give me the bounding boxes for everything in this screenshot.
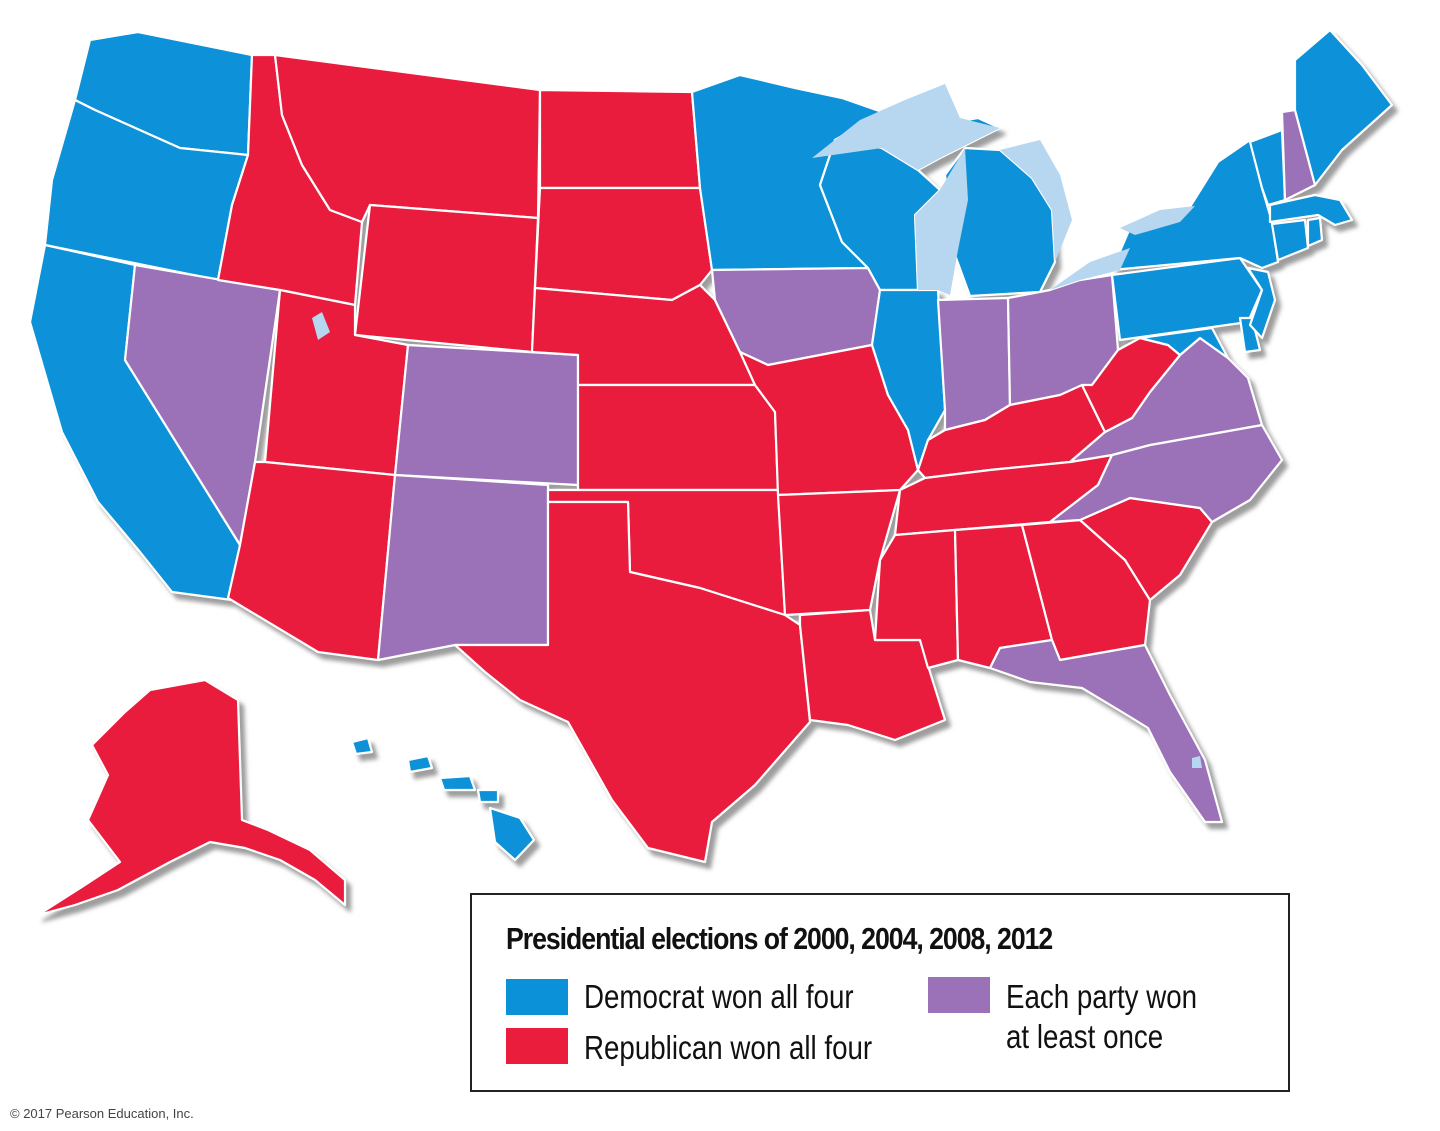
legend-label-swing-line1: Each party won [1006,978,1198,1015]
state-connecticut [1270,218,1310,262]
state-texas [453,500,812,864]
legend-swatch-swing [928,977,990,1013]
state-alaska [36,678,347,917]
lake-okeechobee [1192,756,1202,768]
lake-superior [812,84,1000,170]
state-louisiana [798,608,947,742]
state-new-jersey [1246,266,1277,340]
great-salt-lake [312,312,330,340]
state-maine [1293,28,1394,187]
legend-label-republican: Republican won all four [584,1029,873,1066]
legend-swatch-democrat [506,979,568,1015]
legend-label-democrat: Democrat won all four [584,978,854,1015]
legend-title: Presidential elections of 2000, 2004, 20… [506,921,1053,956]
lake-huron [1000,140,1072,262]
legend-label-swing-line2: at least once [1006,1018,1164,1055]
map-legend: Presidential elections of 2000, 2004, 20… [470,893,1290,1092]
legend-swatch-republican [506,1028,568,1064]
state-colorado [393,343,580,487]
lake-erie [1050,248,1130,290]
state-new-mexico [376,473,550,662]
state-massachusetts [1268,193,1354,227]
state-wyoming [353,203,540,354]
state-new-york [1110,138,1280,272]
state-delaware [1238,316,1262,354]
state-florida [988,638,1224,824]
great-lakes [312,84,1202,768]
state-arizona [226,460,397,662]
state-north-dakota [538,88,702,190]
state-arkansas [776,488,902,617]
state-maryland [1138,326,1230,360]
state-south-dakota [533,186,714,302]
lake-michigan [915,148,968,295]
state-hawaii [350,736,536,862]
state-rhode-island [1306,216,1324,248]
lake-ontario [1120,206,1195,235]
copyright-notice: © 2017 Pearson Education, Inc. [10,1106,194,1121]
state-pennsylvania [1110,256,1264,342]
state-kansas [576,383,780,492]
